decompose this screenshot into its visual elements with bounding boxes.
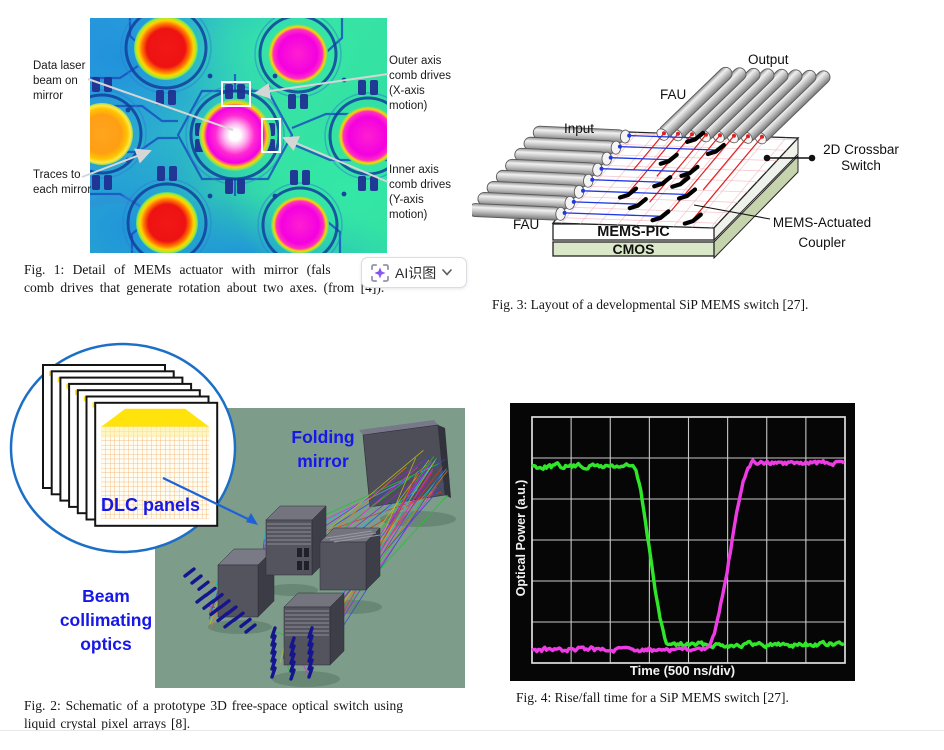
oscilloscope-plot	[531, 416, 846, 664]
fig2-label-folding-mirror: Folding mirror	[291, 427, 355, 471]
ai-button-label: AI识图	[395, 264, 437, 281]
mems-couplers	[617, 130, 727, 226]
fig1-caption: Fig. 1: Detail of MEMs actuator with mir…	[24, 261, 448, 296]
figure-4-oscilloscope	[510, 403, 855, 681]
fig3-label-fau-top: FAU	[660, 87, 687, 102]
figure-1: Data laser beam on mirror Traces to each…	[0, 0, 472, 300]
fig1-caption-line1: Fig. 1: Detail of MEMs actuator with mir…	[24, 262, 331, 277]
fig3-label-output: Output	[748, 52, 789, 67]
ai-scan-icon	[371, 263, 389, 282]
fig4-x-axis-label: Time (500 ns/div)	[629, 663, 736, 678]
fig1-caption-line2: comb drives that generate rotation about…	[24, 279, 385, 295]
dlc-panel-stack	[42, 364, 219, 527]
fig2-label-dlc-panels: DLC panels	[101, 495, 201, 515]
fig3-label-cmos: CMOS	[612, 241, 655, 257]
input-fiber-array	[472, 125, 631, 221]
fig1-label-traces: Traces to each mirror	[33, 169, 92, 196]
fig1-annotation-lines	[81, 73, 389, 183]
fig2-optical-switch-render	[9, 342, 465, 688]
inset-pointer-arrow	[162, 477, 258, 525]
fig1-label-inner-axis: Inner axis comb drives (Y-axis motion)	[389, 164, 451, 221]
fig3-label-input: Input	[564, 121, 595, 136]
folding-mirror-slab	[359, 420, 451, 508]
output-fiber-array	[656, 66, 831, 145]
page-bottom-divider	[0, 730, 944, 731]
mems-mirrors	[90, 18, 387, 253]
fig3-label-mems-pic: MEMS-PIC	[597, 224, 670, 240]
fig4-caption: Fig. 4: Rise/fall time for a SiP MEMS sw…	[516, 690, 789, 705]
outer-axis-callout-box	[221, 81, 251, 107]
fig3-switch-diagram	[472, 66, 831, 260]
fig3-label-crossbar-switch: 2D Crossbar Switch	[823, 142, 899, 173]
fig2-label-beam-collimating: Beam collimating optics	[59, 586, 153, 654]
ai-image-recognition-button[interactable]: AI识图	[361, 257, 467, 288]
cmos-layer	[552, 241, 715, 257]
via-dots	[125, 73, 347, 199]
fig1-thermal-image	[90, 18, 387, 253]
fig3-label-mems-coupler: MEMS-Actuated Coupler	[772, 215, 872, 250]
inner-axis-callout-box	[261, 118, 281, 153]
fig3-caption: Fig. 3: Layout of a developmental SiP ME…	[492, 297, 809, 312]
fig2-caption-line1: Fig. 2: Schematic of a prototype 3D free…	[24, 698, 404, 713]
figure-2: DLC panels Folding mirror Beam collimati…	[0, 335, 472, 750]
fig1-label-outer-axis: Outer axis comb drives (X-axis motion)	[389, 55, 451, 112]
fig1-label-data-laser: Data laser beam on mirror	[33, 60, 86, 102]
figure-3: Output FAU Input FAU MEMS-PIC CMOS 2D Cr…	[472, 0, 944, 330]
collimator-boxes	[217, 505, 381, 666]
fig2-caption-line2: liquid crystal pixel arrays [8].	[24, 715, 191, 731]
fig3-label-fau-bottom: FAU	[513, 217, 540, 232]
ai-chevron-down-icon	[442, 269, 453, 276]
fiber-input-dashes	[183, 567, 314, 681]
fig2-caption: Fig. 2: Schematic of a prototype 3D free…	[24, 697, 460, 732]
fig4-y-axis-label: Optical Power (a.u.)	[514, 479, 528, 597]
